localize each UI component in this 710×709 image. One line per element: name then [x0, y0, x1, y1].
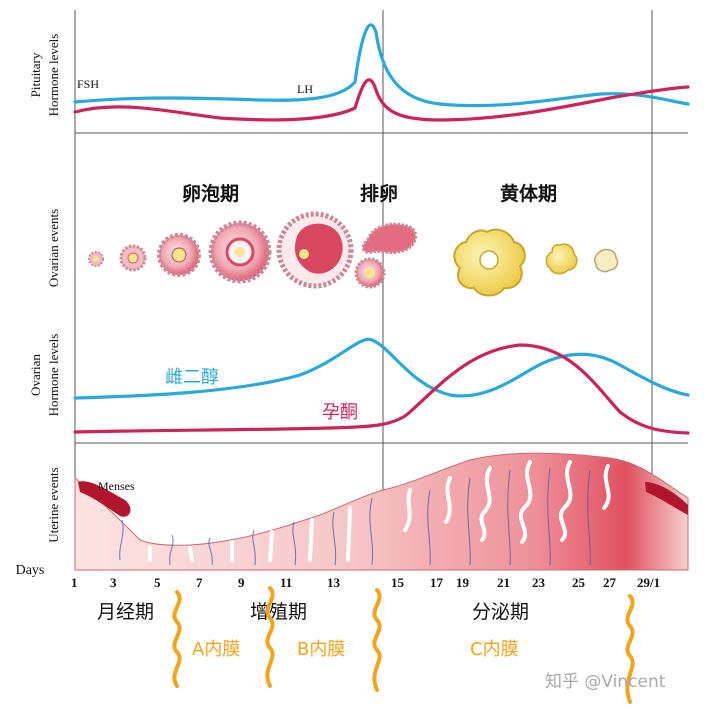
progesterone-label: 孕酮 — [322, 402, 358, 423]
menses-shedding-right — [645, 482, 688, 515]
day-tick: 11 — [280, 575, 292, 590]
day-tick: 3 — [110, 575, 117, 590]
day-tick: 5 — [154, 575, 161, 590]
day-tick: 19 — [456, 575, 470, 590]
menses-label: Menses — [98, 479, 135, 493]
follicle-4 — [208, 220, 272, 284]
day-tick: 9 — [238, 575, 245, 590]
ovarian-hormone-label-line2: Hormone levels — [46, 334, 61, 417]
uterine-events-label: Uterine events — [46, 467, 61, 542]
divider-wave-4 — [625, 594, 635, 704]
day-tick: 23 — [532, 575, 546, 590]
day-axis: 1 3 5 7 9 11 13 15 17 19 21 23 25 27 29/… — [71, 575, 660, 590]
endometrium-b-label: B内膜 — [297, 639, 345, 660]
secretory-phase-label: 分泌期 — [472, 601, 529, 623]
luteal-phase-label: 黄体期 — [500, 182, 557, 205]
estrogen-curve — [73, 337, 690, 400]
day-tick: 21 — [497, 575, 510, 590]
day-tick: 25 — [572, 575, 586, 590]
day-tick: 29/1 — [637, 575, 660, 590]
fsh-curve — [73, 23, 690, 108]
day-tick: 7 — [196, 575, 203, 590]
corpus-luteum-large — [453, 228, 526, 297]
ruptured-follicle — [354, 222, 417, 289]
ovarian-phase-labels: 卵泡期 排卵 黄体期 — [182, 182, 557, 205]
days-label: Days — [16, 563, 45, 578]
corpus-luteum-medium — [545, 243, 578, 275]
endometrium-a-label: A内膜 — [192, 639, 240, 660]
day-tick: 1 — [71, 575, 78, 590]
uterine-phase-labels: 月经期 增殖期 分泌期 — [97, 601, 529, 623]
pituitary-label-line1: Pituitary — [28, 52, 43, 97]
lh-curve — [73, 78, 690, 122]
blood-vessels — [119, 467, 591, 566]
ovarian-events-label: Ovarian events — [46, 209, 61, 287]
day-tick: 17 — [430, 575, 444, 590]
follicle-1 — [88, 251, 104, 267]
endometrium-type-labels: A内膜 B内膜 C内膜 — [192, 639, 519, 660]
follicle-5 — [276, 211, 354, 289]
endometrium-glands — [148, 460, 611, 562]
follicle-2 — [119, 244, 147, 272]
ovarian-hormone-label-line1: Ovarian — [28, 354, 43, 396]
endometrium-dividers — [172, 586, 635, 704]
follicle-sequence — [88, 211, 619, 297]
day-tick: 15 — [391, 575, 405, 590]
endometrium-tissue — [74, 452, 689, 571]
proliferative-phase-label: 增殖期 — [250, 601, 307, 623]
lh-label: LH — [297, 82, 313, 96]
pituitary-curves: FSH LH — [73, 23, 690, 122]
ovulation-label: 排卵 — [360, 182, 398, 205]
divider-wave-3 — [372, 588, 382, 692]
endometrium-c-label: C内膜 — [470, 639, 519, 660]
day-tick: 27 — [603, 575, 617, 590]
ovarian-hormone-curves: 雌二醇 孕酮 — [73, 337, 690, 435]
pituitary-label-line2: Hormone levels — [46, 34, 61, 117]
menses-shedding-left — [78, 481, 131, 517]
progesterone-curve — [73, 343, 690, 435]
follicle-3 — [157, 233, 201, 277]
follicular-phase-label: 卵泡期 — [182, 182, 239, 205]
row-labels: Pituitary Hormone levels Ovarian events … — [16, 34, 61, 578]
menstrual-phase-label: 月经期 — [97, 601, 154, 623]
endometrium: Menses — [74, 452, 689, 571]
estrogen-label: 雌二醇 — [165, 367, 219, 388]
corpus-albicans — [593, 248, 619, 273]
fsh-label: FSH — [77, 77, 99, 91]
divider-wave-1 — [172, 590, 182, 688]
watermark: 知乎 @Vincent — [545, 672, 666, 692]
day-tick: 13 — [327, 575, 341, 590]
divider-wave-2 — [265, 586, 275, 688]
